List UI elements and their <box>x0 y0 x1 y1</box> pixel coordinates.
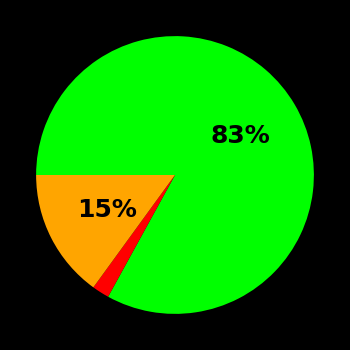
Wedge shape <box>36 36 314 314</box>
Wedge shape <box>93 175 175 297</box>
Text: 15%: 15% <box>77 198 137 222</box>
Text: 83%: 83% <box>211 124 271 148</box>
Wedge shape <box>36 175 175 287</box>
